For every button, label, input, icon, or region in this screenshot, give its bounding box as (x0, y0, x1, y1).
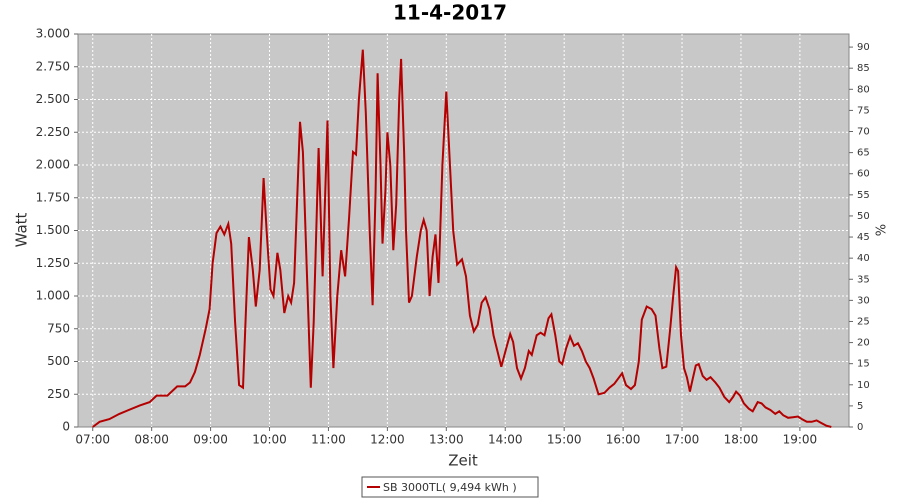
data-line (92, 49, 832, 428)
x-tick-label: 18:00 (724, 433, 759, 447)
y-tick-label: 1.750 (36, 190, 70, 204)
x-tick-label: 15:00 (547, 433, 582, 447)
y2-tick-label: 50 (857, 211, 870, 222)
y2-tick-label: 40 (857, 253, 870, 264)
y2-tick-label: 35 (857, 274, 870, 285)
x-tick-label: 09:00 (193, 433, 228, 447)
x-tick-label: 16:00 (606, 433, 641, 447)
y2-tick-label: 55 (857, 190, 870, 201)
y-tick-label: 1.000 (36, 289, 70, 303)
x-tick-label: 13:00 (429, 433, 464, 447)
y-tick-label: 3.000 (36, 27, 70, 41)
x-tick-label: 19:00 (783, 433, 818, 447)
x-tick-label: 08:00 (134, 433, 169, 447)
y-tick-label: 750 (47, 321, 70, 335)
y2-tick-label: 60 (857, 169, 870, 180)
legend-label: SB 3000TL( 9,494 kWh ) (383, 481, 517, 494)
y2-tick-label: 70 (857, 127, 870, 138)
y2-tick-label: 5 (857, 401, 863, 412)
x-tick-label: 11:00 (311, 433, 346, 447)
x-axis-label: Zeit (448, 452, 478, 470)
y-tick-label: 2.000 (36, 158, 70, 172)
x-tick-label: 10:00 (252, 433, 287, 447)
x-tick-label: 14:00 (488, 433, 523, 447)
x-tick-label: 17:00 (665, 433, 700, 447)
y2-tick-label: 25 (857, 316, 870, 327)
y2-axis-label: % (875, 224, 890, 236)
y2-tick-label: 75 (857, 105, 870, 116)
y-tick-label: 250 (47, 387, 70, 401)
y-tick-label: 2.500 (36, 92, 70, 106)
y-tick-label: 2.250 (36, 125, 70, 139)
y-axis-label: Watt (13, 212, 31, 247)
y2-tick-label: 65 (857, 148, 870, 159)
y-tick-label: 1.250 (36, 256, 70, 270)
x-tick-label: 07:00 (75, 433, 110, 447)
y2-tick-label: 30 (857, 295, 870, 306)
y2-tick-label: 10 (857, 380, 870, 391)
y2-tick-label: 0 (857, 422, 863, 433)
x-tick-label: 12:00 (370, 433, 405, 447)
chart-title: 11-4-2017 (393, 1, 507, 25)
y2-tick-label: 45 (857, 232, 870, 243)
y-tick-label: 500 (47, 354, 70, 368)
y2-tick-label: 20 (857, 338, 870, 349)
y2-tick-label: 80 (857, 84, 870, 95)
y2-tick-label: 15 (857, 359, 870, 370)
y-tick-label: 1.500 (36, 223, 70, 237)
y2-tick-label: 90 (857, 42, 870, 53)
y2-tick-label: 85 (857, 63, 870, 74)
y-tick-label: 0 (62, 420, 70, 434)
y-tick-label: 2.750 (36, 59, 70, 73)
legend (361, 476, 539, 498)
